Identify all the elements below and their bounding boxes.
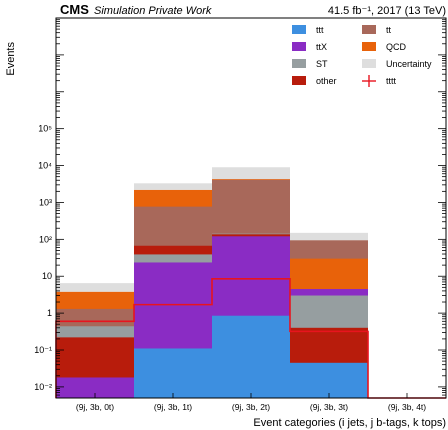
tttt-step-line	[55, 278, 446, 399]
stacked-bars	[56, 179, 368, 398]
legend-swatch-other	[292, 76, 306, 85]
legend-label-ttx: ttX	[316, 42, 327, 52]
legend-label-other: other	[316, 76, 337, 86]
uncertainty-bar	[212, 167, 290, 180]
legend-swatch-ttt	[292, 25, 306, 34]
tttt-signal-line	[55, 278, 446, 399]
x-tick-label: (9j, 3b, 3t)	[310, 402, 348, 412]
legend-label-tt: tt	[386, 25, 392, 35]
x-tick-label: (9j, 3b, 2t)	[232, 402, 270, 412]
bar-ttt	[212, 315, 290, 398]
luminosity-label: 41.5 fb⁻¹, 2017 (13 TeV)	[328, 5, 446, 17]
uncertainty-bar	[134, 183, 212, 190]
x-axis: (9j, 3b, 0t) (9j, 3b, 1t) (9j, 3b, 2t) (9j,…	[76, 393, 426, 412]
legend-label-tttt: tttt	[386, 76, 397, 86]
legend-label-qcd: QCD	[386, 42, 407, 52]
x-tick-label: (9j, 3b, 4t)	[388, 402, 426, 412]
legend-label-st: ST	[316, 59, 328, 69]
y-tick-label: 10⁴	[38, 161, 52, 171]
legend-swatch-ttx	[292, 42, 306, 51]
bar-ttx	[56, 377, 134, 398]
x-tick-label: (9j, 3b, 0t)	[76, 402, 114, 412]
y-axis-label: Events	[5, 42, 17, 76]
x-axis-label: Event categories (i jets, j b-tags, k to…	[253, 417, 446, 429]
y-tick-label: 10⁻¹	[34, 345, 52, 355]
legend-label-ttt: ttt	[316, 25, 324, 35]
legend-swatch-st	[292, 59, 306, 68]
uncertainty-bands	[56, 167, 368, 292]
y-tick-label: 10	[42, 271, 52, 281]
uncertainty-bar	[56, 283, 134, 292]
legend-label-uncertainty: Uncertainty	[386, 59, 432, 69]
cms-label: CMS	[60, 2, 89, 17]
y-tick-label: 10⁻²	[34, 382, 52, 392]
y-tick-label: 10²	[39, 234, 52, 244]
legend-swatch-uncertainty	[362, 59, 376, 68]
y-axis: 10⁻² 10⁻¹ 1 10 10² 10³ 10⁴ 10⁵	[34, 17, 446, 399]
y-tick-label: 10⁵	[38, 124, 52, 134]
y-tick-label: 1	[47, 308, 52, 318]
legend-swatch-tt	[362, 25, 376, 34]
y-tick-label: 10³	[39, 197, 52, 207]
bar-ttt	[134, 348, 212, 398]
legend-swatch-qcd	[362, 42, 376, 51]
cms-subtitle: Simulation Private Work	[94, 5, 212, 17]
uncertainty-bar	[290, 232, 368, 241]
bar-ttt	[290, 362, 368, 398]
x-tick-label: (9j, 3b, 1t)	[154, 402, 192, 412]
